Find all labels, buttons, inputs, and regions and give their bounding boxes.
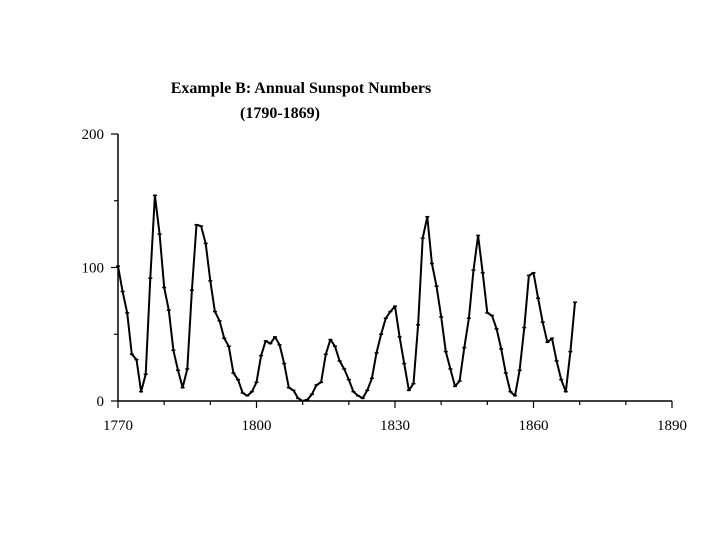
y-tick-label: 200	[82, 127, 105, 143]
y-tick-label: 0	[97, 394, 105, 410]
x-tick-label: 1860	[519, 418, 549, 434]
x-tick-label: 1890	[657, 418, 687, 434]
chart-subtitle: (1790-1869)	[240, 105, 320, 122]
data-series	[116, 194, 578, 402]
chart-title: Example B: Annual Sunspot Numbers	[171, 80, 432, 97]
chart-axes: 1770 1800 1830 1860 1890 0 100 200	[82, 127, 688, 434]
y-tick-label: 100	[82, 261, 105, 277]
x-tick-label: 1830	[380, 418, 410, 434]
series-line	[117, 194, 576, 402]
x-tick-label: 1770	[103, 418, 133, 434]
x-tick-label: 1800	[242, 418, 272, 434]
